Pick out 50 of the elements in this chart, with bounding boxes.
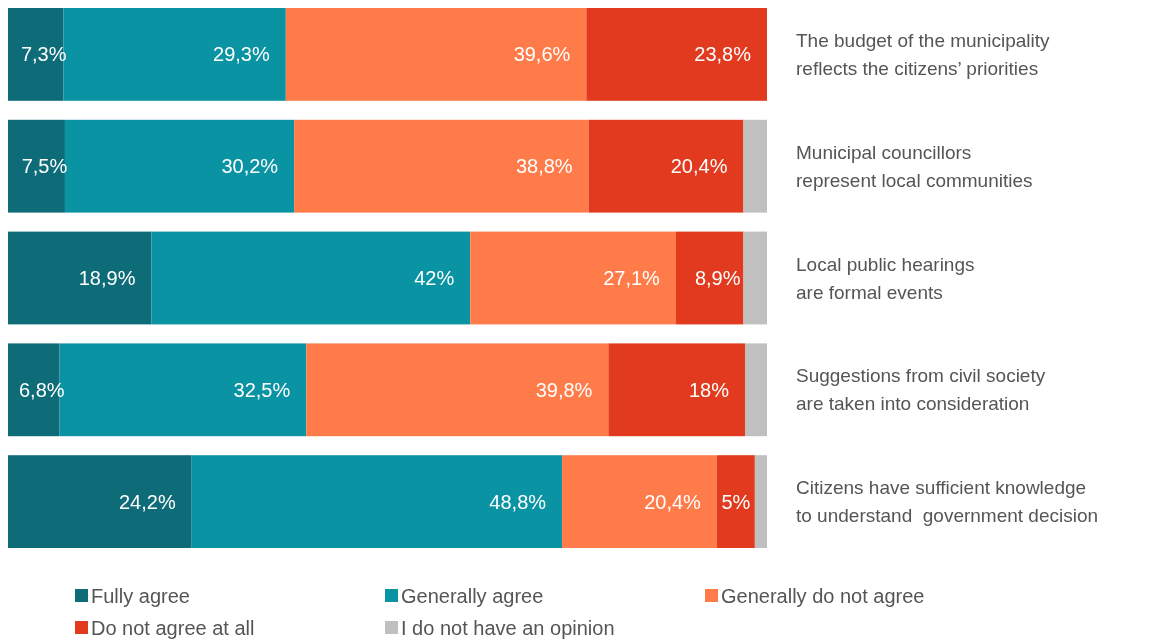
bar (744, 343, 767, 437)
bar (8, 119, 65, 213)
legend-label: Fully agree (91, 585, 190, 607)
data-label: 7,5% (21, 155, 68, 178)
bar (285, 8, 587, 101)
bar (470, 231, 676, 325)
bar (586, 8, 767, 101)
data-label: 5% (721, 490, 751, 513)
bar (675, 231, 744, 325)
bar (562, 455, 717, 548)
y-tick-label: Suggestions from civil society are taken into consideration (796, 365, 1046, 415)
legend-label: Do not agree at all (91, 617, 255, 639)
data-label: 39,6% (513, 43, 571, 66)
data-label: 7,3% (20, 43, 67, 66)
y-tick-label: Municipal councillors represent local communities (796, 141, 1033, 191)
data-label: 20,4% (670, 155, 728, 178)
data-label: 27,1% (603, 267, 661, 289)
data-label: 32,5% (233, 378, 291, 401)
bar (191, 455, 563, 548)
data-label: 38,8% (515, 155, 573, 178)
y-tick-label: Citizens have sufficient knowledge to understand government decision (796, 477, 1099, 527)
data-label: 39,8% (535, 378, 593, 401)
data-label: 8,9% (694, 267, 741, 289)
bar (743, 119, 767, 213)
data-label: 18,9% (78, 267, 136, 289)
bar (754, 455, 767, 548)
legend-label: I do not have an opinion (401, 617, 615, 639)
bar (716, 455, 755, 548)
bar (743, 231, 767, 325)
data-label: 20,4% (644, 490, 702, 513)
bar (151, 231, 471, 325)
data-label: 30,2% (221, 155, 279, 178)
y-tick-label: Local public hearings are formal events (796, 253, 975, 303)
y-tick-label: The budget of the municipality reflects the citizens’ priorities (796, 30, 1050, 80)
data-label: 48,8% (489, 490, 547, 513)
data-label: 42% (414, 267, 455, 289)
bar (588, 119, 744, 213)
data-label: 24,2% (118, 490, 176, 513)
bar (306, 343, 609, 437)
data-label: 18% (688, 378, 730, 401)
bar (294, 119, 589, 213)
data-label: 23,8% (694, 43, 752, 66)
legend-label: Generally agree (401, 585, 544, 607)
bar (8, 455, 192, 548)
legend-label: Generally do not agree (721, 585, 925, 607)
data-label: 6,8% (19, 378, 65, 401)
data-label: 29,3% (213, 43, 270, 66)
bar (8, 8, 64, 101)
bar (8, 231, 152, 325)
bar (608, 343, 745, 437)
